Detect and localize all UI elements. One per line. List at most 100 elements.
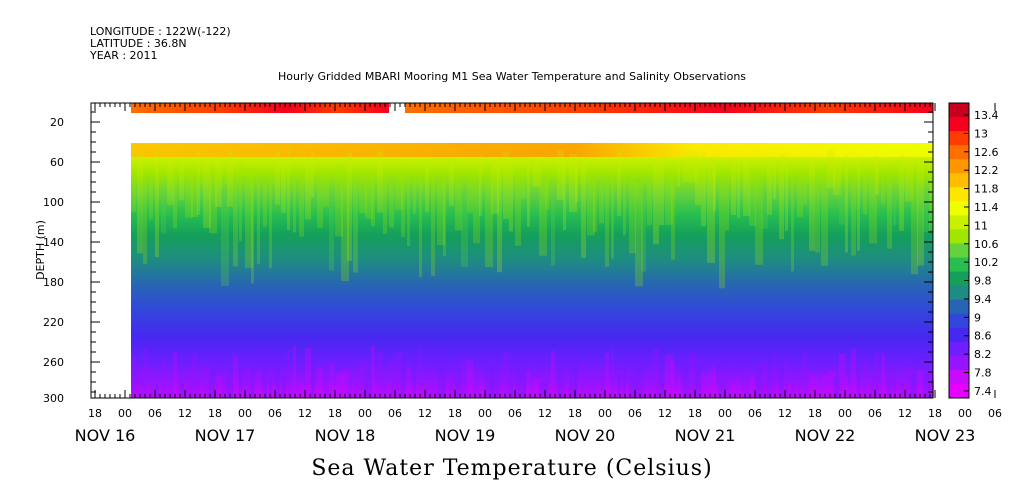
longitude-label: LONGITUDE : 122W(-122)	[90, 25, 231, 38]
heatmap-cell	[875, 352, 879, 398]
heatmap-cell	[629, 167, 636, 254]
heatmap-cell	[863, 174, 867, 215]
heatmap-cell	[731, 381, 736, 398]
x-hour-label: 06	[868, 407, 882, 420]
heatmap-cell	[839, 353, 845, 398]
heatmap-cell	[497, 163, 502, 273]
heatmap-cell	[839, 186, 845, 225]
heatmap-cell	[785, 358, 788, 398]
heatmap-cell	[479, 381, 482, 398]
heatmap-cell	[209, 355, 217, 398]
heatmap-cell	[593, 369, 597, 398]
colorbar-frame	[948, 102, 970, 399]
heatmap-cell	[761, 189, 768, 229]
heatmap-cell	[893, 378, 896, 398]
heatmap-cell	[623, 169, 626, 236]
heatmap-cell	[233, 177, 238, 267]
heatmap-cell	[647, 181, 652, 226]
heatmap-cell	[689, 354, 697, 398]
heatmap-cell	[431, 382, 435, 398]
heatmap-cell	[143, 181, 147, 264]
colorbar-swatch	[949, 271, 969, 287]
heatmap-cell	[131, 354, 136, 398]
x-hour-label: 00	[238, 407, 252, 420]
colorbar-level-label: 10.6	[974, 238, 999, 251]
heatmap-cell	[725, 176, 729, 231]
heatmap-cell	[869, 375, 877, 398]
heatmap-cell	[401, 358, 405, 398]
heatmap-cell	[869, 172, 877, 244]
heatmap-cell	[419, 179, 422, 278]
heatmap-cell	[365, 176, 373, 219]
heatmap-cell	[449, 381, 454, 398]
heatmap-cell	[263, 346, 267, 398]
x-hour-label: 00	[118, 407, 132, 420]
heatmap-cell	[635, 354, 643, 398]
y-tick-label: 260	[43, 356, 64, 369]
heatmap-cell	[779, 352, 784, 398]
heatmap-cell	[833, 376, 841, 398]
x-hour-label: 00	[598, 407, 612, 420]
heatmap-cell	[773, 155, 776, 200]
heatmap-cell	[731, 159, 736, 215]
x-hour-label: 18	[568, 407, 582, 420]
y-tick-label: 180	[43, 276, 64, 289]
heatmap-cell	[647, 376, 652, 398]
heatmap-cell	[167, 161, 174, 205]
heatmap-cell	[827, 370, 835, 398]
x-hour-label: 18	[88, 407, 102, 420]
heatmap-cell	[359, 359, 367, 398]
x-hour-label: 12	[898, 407, 912, 420]
x-hour-label: 06	[508, 407, 522, 420]
heatmap-cell	[359, 178, 367, 214]
x-hour-label: 12	[658, 407, 672, 420]
heatmap-cell	[293, 345, 296, 398]
colorbar-swatch	[949, 215, 969, 230]
heatmap-cell	[371, 171, 375, 227]
x-date-label: NOV 23	[915, 426, 976, 445]
heatmap-cell	[797, 381, 803, 398]
heatmap-cell	[467, 360, 473, 398]
heatmap-cell	[389, 183, 394, 228]
colorbar-level-label: 11.4	[974, 201, 999, 214]
heatmap-cell	[329, 186, 334, 271]
heatmap-cell	[545, 370, 549, 398]
heatmap-cell	[323, 380, 329, 398]
heatmap-cell	[809, 157, 815, 251]
heatmap-cell	[425, 374, 429, 398]
heatmap-cell	[821, 374, 828, 398]
x-hour-label: 12	[178, 407, 192, 420]
colorbar-swatch	[949, 327, 969, 343]
heatmap-cell	[161, 188, 166, 234]
heatmap-cell	[137, 368, 143, 398]
heatmap-cell	[665, 174, 673, 225]
x-hour-label: 06	[148, 407, 162, 420]
heatmap-cell	[437, 348, 445, 398]
heatmap-cell	[443, 383, 446, 398]
x-hour-label: 06	[268, 407, 282, 420]
colorbar-swatch	[949, 159, 969, 174]
heatmap-cell	[527, 162, 530, 227]
colorbar-level-label: 11	[974, 219, 988, 232]
x-hour-label: 00	[958, 407, 972, 420]
heatmap-cell	[173, 351, 177, 398]
colorbar-swatch	[949, 117, 969, 132]
heatmap-streaks	[131, 150, 934, 398]
colorbar-level-label: 7.4	[974, 385, 992, 398]
x-hour-label: 12	[538, 407, 552, 420]
heatmap-cell	[551, 187, 555, 266]
x-date-label: NOV 22	[795, 426, 856, 445]
heatmap-cell	[713, 155, 716, 212]
heatmap-cell	[911, 180, 918, 275]
x-hour-label: 06	[388, 407, 402, 420]
colorbar-swatch	[949, 369, 969, 385]
heatmap-cell	[887, 166, 892, 249]
heatmap-cell	[425, 163, 429, 213]
heatmap-cell	[191, 353, 198, 398]
heatmap-cell	[317, 167, 323, 228]
heatmap-cell	[287, 150, 290, 230]
heatmap-cell	[923, 375, 930, 398]
heatmap-cell	[161, 361, 166, 398]
heatmap-cell	[833, 160, 841, 196]
